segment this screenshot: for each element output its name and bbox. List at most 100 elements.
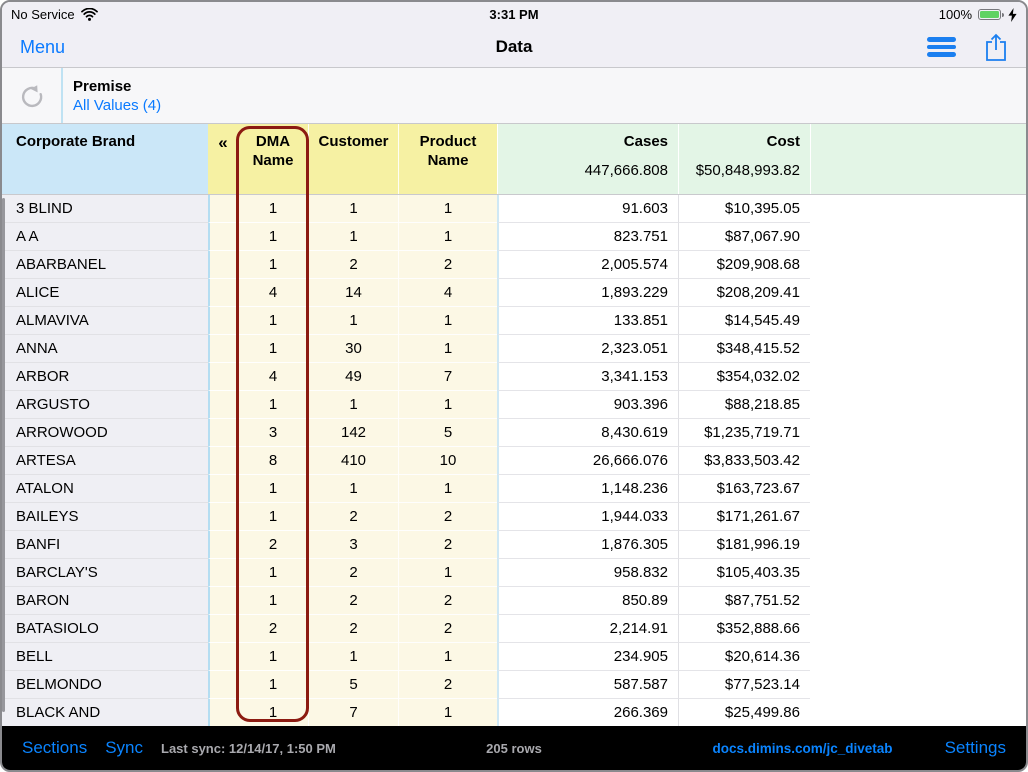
cell-filler [810,307,1026,335]
carrier-label: No Service [11,7,75,22]
cell-dma-name: 1 [238,643,308,671]
table-row[interactable]: BAILEYS 1 2 2 1,944.033 $171,261.67 [2,503,1026,531]
cell-cost: $1,235,719.71 [678,419,810,447]
cell-collapse-spacer [208,475,238,503]
cell-filler [810,335,1026,363]
refresh-button[interactable] [2,68,63,123]
col-header-customer[interactable]: Customer [308,124,398,194]
cell-filler [810,251,1026,279]
cell-customer: 142 [308,419,398,447]
col-header-dma-name[interactable]: DMA Name [238,124,308,194]
cell-cases: 133.851 [497,307,678,335]
table-row[interactable]: BELL 1 1 1 234.905 $20,614.36 [2,643,1026,671]
table-row[interactable]: ARTESA 8 410 10 26,666.076 $3,833,503.42 [2,447,1026,475]
cell-cases: 1,944.033 [497,503,678,531]
table-row[interactable]: A A 1 1 1 823.751 $87,067.90 [2,223,1026,251]
page-title: Data [495,37,533,56]
cell-collapse-spacer [208,307,238,335]
cell-corporate-brand: ATALON [2,475,208,503]
status-bar: No Service 3:31 PM 100% [2,2,1026,27]
battery-icon [978,9,1004,20]
cell-cases: 1,876.305 [497,531,678,559]
cell-cases: 234.905 [497,643,678,671]
cell-corporate-brand: ARROWOOD [2,419,208,447]
table-row[interactable]: ARBOR 4 49 7 3,341.153 $354,032.02 [2,363,1026,391]
nav-bar: Menu Data [2,27,1026,68]
share-icon[interactable] [984,33,1008,62]
cell-cases: 850.89 [497,587,678,615]
cell-filler [810,475,1026,503]
table-header: Corporate Brand « DMA Name Customer Prod… [2,124,1026,195]
col-header-corporate-brand[interactable]: Corporate Brand [2,124,208,194]
settings-button[interactable]: Settings [944,738,1006,757]
cell-filler [810,587,1026,615]
cell-cost: $181,996.19 [678,531,810,559]
cost-label: Cost [766,133,800,150]
table-row[interactable]: 3 BLIND 1 1 1 91.603 $10,395.05 [2,195,1026,223]
table-row[interactable]: ARGUSTO 1 1 1 903.396 $88,218.85 [2,391,1026,419]
cell-customer: 7 [308,699,398,726]
cell-dma-name: 1 [238,391,308,419]
cell-customer: 2 [308,587,398,615]
filter-premise[interactable]: Premise All Values (4) [63,68,161,123]
table-row[interactable]: BANFI 2 3 2 1,876.305 $181,996.19 [2,531,1026,559]
cell-collapse-spacer [208,195,238,223]
cell-product-name: 1 [398,699,497,726]
cell-product-name: 2 [398,587,497,615]
cell-corporate-brand: BARCLAY'S [2,559,208,587]
table-row[interactable]: ALICE 4 14 4 1,893.229 $208,209.41 [2,279,1026,307]
docs-link[interactable]: docs.dimins.com/jc_divetab [712,740,893,756]
table-row[interactable]: BLACK AND 1 7 1 266.369 $25,499.86 [2,699,1026,726]
cell-collapse-spacer [208,587,238,615]
table-row[interactable]: ALMAVIVA 1 1 1 133.851 $14,545.49 [2,307,1026,335]
cell-product-name: 2 [398,503,497,531]
cell-corporate-brand: ALMAVIVA [2,307,208,335]
cell-corporate-brand: ABARBANEL [2,251,208,279]
table-row[interactable]: BARCLAY'S 1 2 1 958.832 $105,403.35 [2,559,1026,587]
cell-corporate-brand: BATASIOLO [2,615,208,643]
filter-label: Premise [73,77,132,95]
sync-button[interactable]: Sync [105,738,143,757]
table-row[interactable]: ANNA 1 30 1 2,323.051 $348,415.52 [2,335,1026,363]
table-row[interactable]: BELMONDO 1 5 2 587.587 $77,523.14 [2,671,1026,699]
cell-cost: $87,751.52 [678,587,810,615]
cell-customer: 5 [308,671,398,699]
cell-filler [810,223,1026,251]
cell-filler [810,279,1026,307]
cell-collapse-spacer [208,391,238,419]
cell-corporate-brand: BARON [2,587,208,615]
cell-product-name: 7 [398,363,497,391]
cell-cases: 2,214.91 [497,615,678,643]
cell-customer: 2 [308,615,398,643]
wifi-icon [80,8,98,21]
cell-cases: 587.587 [497,671,678,699]
cell-cost: $10,395.05 [678,195,810,223]
cell-cases: 2,323.051 [497,335,678,363]
menu-button[interactable]: Menu [20,36,66,57]
scroll-indicator[interactable] [2,198,5,712]
cases-total: 447,666.808 [584,162,668,179]
table-row[interactable]: ABARBANEL 1 2 2 2,005.574 $209,908.68 [2,251,1026,279]
filter-value-link[interactable]: All Values (4) [73,96,162,114]
cell-cases: 3,341.153 [497,363,678,391]
cell-cost: $14,545.49 [678,307,810,335]
collapse-columns-button[interactable]: « [208,124,238,194]
cell-cost: $87,067.90 [678,223,810,251]
table-row[interactable]: BARON 1 2 2 850.89 $87,751.52 [2,587,1026,615]
cell-cases: 1,148.236 [497,475,678,503]
display-options-icon[interactable] [927,37,956,57]
col-header-cost[interactable]: Cost $50,848,993.82 [678,124,810,194]
cell-cost: $208,209.41 [678,279,810,307]
table-row[interactable]: ARROWOOD 3 142 5 8,430.619 $1,235,719.71 [2,419,1026,447]
cell-cases: 823.751 [497,223,678,251]
table-row[interactable]: ATALON 1 1 1 1,148.236 $163,723.67 [2,475,1026,503]
sections-button[interactable]: Sections [22,738,88,757]
cell-product-name: 1 [398,391,497,419]
cell-dma-name: 4 [238,363,308,391]
table-row[interactable]: BATASIOLO 2 2 2 2,214.91 $352,888.66 [2,615,1026,643]
cell-product-name: 5 [398,419,497,447]
cell-cost: $77,523.14 [678,671,810,699]
col-header-cases[interactable]: Cases 447,666.808 [497,124,678,194]
col-header-product-name[interactable]: Product Name [398,124,497,194]
cell-product-name: 2 [398,671,497,699]
